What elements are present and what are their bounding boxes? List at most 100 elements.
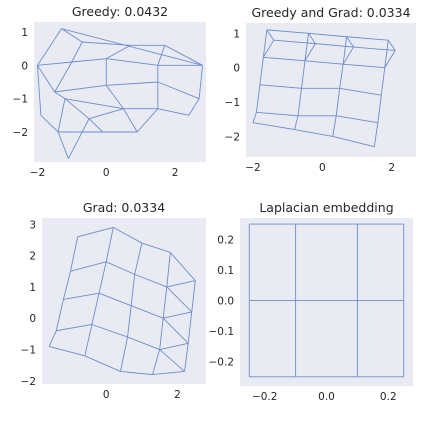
graph-edge bbox=[377, 95, 382, 123]
graph-edge bbox=[294, 129, 333, 137]
graph-edge bbox=[64, 98, 124, 110]
graph-edge bbox=[61, 28, 83, 43]
graph-edge bbox=[88, 118, 104, 133]
y-tick-label: 1 bbox=[233, 28, 240, 40]
subplot-4: Laplacian embedding −0.2 0.0 0.2 0.2 0.1 0.0 −0… bbox=[209, 200, 413, 403]
graph-edge bbox=[262, 29, 268, 58]
graph-edge bbox=[106, 58, 158, 66]
graph-edge bbox=[343, 63, 385, 69]
graph-edge bbox=[166, 252, 171, 287]
y-tick-label: 0 bbox=[233, 63, 240, 75]
x-tick-label: 0 bbox=[103, 389, 110, 401]
subplot-2: Greedy and Grad: 0.0334 −2 0 2 1 0 −1 −2 bbox=[225, 5, 416, 174]
graph-edge bbox=[37, 28, 62, 66]
graph-edge bbox=[308, 33, 316, 44]
x-tick-label: 2 bbox=[388, 162, 395, 174]
y-tick-label: −2 bbox=[225, 131, 240, 143]
graph-edge bbox=[159, 342, 189, 350]
graph-edge bbox=[342, 46, 354, 65]
graph-edge bbox=[157, 81, 200, 100]
graph-edge bbox=[339, 87, 382, 96]
graph-edge bbox=[266, 29, 309, 34]
graph-edge bbox=[157, 108, 189, 116]
graph-edge bbox=[130, 305, 164, 319]
graph-edge bbox=[98, 261, 107, 294]
y-tick-label: −2 bbox=[21, 376, 36, 388]
graph-edge bbox=[127, 336, 160, 350]
graph-edge bbox=[120, 371, 153, 376]
graph-edge bbox=[105, 227, 114, 262]
graph-edge bbox=[152, 349, 161, 375]
graph-edge bbox=[54, 84, 107, 93]
subplot-title: Greedy: 0.0432 bbox=[72, 4, 168, 19]
graph-edge bbox=[191, 280, 196, 313]
y-tick-label: −1 bbox=[225, 97, 240, 109]
graph-edge bbox=[273, 39, 316, 45]
graph-edge bbox=[353, 46, 396, 51]
graph-edge bbox=[308, 32, 347, 38]
graph-edge bbox=[373, 122, 379, 147]
graph-edge bbox=[36, 65, 42, 116]
graph-edge bbox=[304, 43, 316, 62]
y-tick-label: 0.2 bbox=[217, 234, 234, 246]
graph-edge bbox=[48, 330, 57, 347]
graph-edge bbox=[335, 88, 341, 116]
y-tick-label: 3 bbox=[29, 219, 36, 231]
graph-edge bbox=[187, 311, 193, 344]
graph-edge bbox=[127, 305, 132, 338]
x-tick-label: −0.2 bbox=[252, 391, 278, 403]
x-tick-label: 0.0 bbox=[318, 391, 335, 403]
subplot-title: Laplacian embedding bbox=[259, 200, 393, 215]
graph-edge bbox=[157, 45, 166, 66]
graph-edge bbox=[301, 60, 306, 89]
graph-edge bbox=[55, 299, 64, 331]
graph-edge bbox=[105, 85, 124, 109]
graph-edge bbox=[61, 28, 203, 66]
y-tick-label: 1 bbox=[21, 27, 28, 39]
graph-edge bbox=[164, 44, 203, 66]
graph-edge bbox=[384, 40, 389, 68]
graph-edge bbox=[152, 371, 185, 376]
graph-edge bbox=[84, 324, 93, 356]
graph-edge bbox=[40, 115, 59, 133]
graph-edge bbox=[63, 292, 100, 300]
graph-edge bbox=[91, 324, 128, 338]
x-tick-label: −2 bbox=[245, 162, 260, 174]
graph-edge bbox=[304, 60, 344, 65]
graph-edge bbox=[54, 61, 73, 93]
graph-edge bbox=[198, 65, 204, 99]
y-tick-label: −1 bbox=[13, 94, 28, 106]
graph-edge bbox=[166, 286, 193, 313]
graph-edge bbox=[387, 39, 396, 51]
graph-edge bbox=[294, 115, 299, 130]
graph-edge bbox=[384, 50, 396, 68]
graph-edge bbox=[346, 36, 389, 41]
graph-edge bbox=[105, 261, 135, 275]
graph-edge bbox=[64, 98, 90, 120]
graph-edge bbox=[166, 280, 196, 288]
graph-edge bbox=[170, 252, 196, 281]
graph-edge bbox=[259, 57, 264, 85]
y-tick-label: −0.1 bbox=[209, 326, 235, 338]
x-tick-label: −2 bbox=[30, 167, 45, 179]
graph-edge bbox=[84, 355, 121, 372]
subplot-3: Grad: 0.0334 0 2 3 2 1 0 −1 −2 bbox=[21, 200, 206, 401]
graph-edge bbox=[54, 91, 66, 100]
graph-edge bbox=[315, 43, 354, 48]
graph-edge bbox=[98, 292, 132, 307]
plot-area bbox=[240, 218, 413, 386]
graph-edge bbox=[252, 122, 295, 130]
graph-edge bbox=[106, 81, 158, 86]
graph-edge bbox=[332, 115, 337, 137]
graph-edge bbox=[259, 84, 302, 89]
graph-edge bbox=[134, 273, 167, 288]
graph-edge bbox=[266, 29, 275, 41]
graph-edge bbox=[62, 271, 71, 300]
graph-edge bbox=[71, 41, 83, 63]
graph-edge bbox=[336, 115, 378, 124]
subplot-1: Greedy: 0.0432 −2 0 2 1 0 −1 −2 bbox=[13, 4, 206, 179]
y-tick-label: −0.2 bbox=[209, 357, 235, 369]
x-tick-label: 2 bbox=[172, 167, 179, 179]
graph-edge bbox=[70, 261, 107, 272]
graph-edge bbox=[134, 242, 143, 275]
